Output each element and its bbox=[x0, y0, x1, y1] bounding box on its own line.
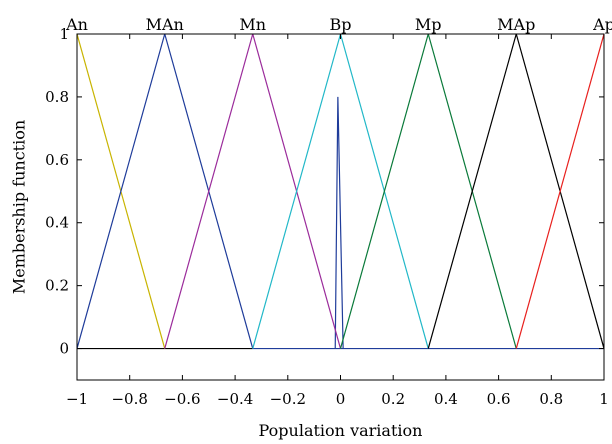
x-tick-label: −1 bbox=[66, 390, 88, 408]
y-axis-label: Membership function bbox=[10, 120, 29, 294]
x-tick-label: −0.8 bbox=[111, 390, 147, 408]
x-axis-label: Population variation bbox=[259, 421, 423, 440]
x-tick-label: 0 bbox=[336, 390, 346, 408]
y-tick-label: 0.2 bbox=[45, 277, 69, 295]
x-tick-label: 0.6 bbox=[487, 390, 511, 408]
series-labels: An MAn Mn Bp Mp MAp Ap bbox=[65, 15, 612, 34]
series-line-mp bbox=[339, 34, 517, 349]
series-line-map bbox=[427, 34, 604, 349]
series-label-mn: Mn bbox=[239, 15, 266, 34]
x-tick-label: 1 bbox=[599, 390, 609, 408]
series-label-mp: Mp bbox=[415, 15, 442, 34]
x-tick-label: 0.4 bbox=[434, 390, 458, 408]
series-label-ap: Ap bbox=[592, 15, 612, 34]
y-tick-label: 0.8 bbox=[45, 88, 69, 106]
x-tick-label: −0.4 bbox=[217, 390, 253, 408]
y-tick-label: 1 bbox=[59, 25, 69, 43]
ticks-layer: −1 −0.8 −0.6 −0.4 −0.2 0 0.2 0.4 0.6 0.8 1 0 0.2 0.4 0… bbox=[45, 25, 609, 408]
x-tick-label: 0.2 bbox=[381, 390, 405, 408]
series-line-mn bbox=[164, 34, 342, 349]
series-label-bp: Bp bbox=[330, 15, 352, 34]
series-line-bp bbox=[252, 34, 429, 349]
y-tick-label: 0.4 bbox=[45, 214, 69, 232]
x-tick-label: −0.2 bbox=[270, 390, 306, 408]
series-label-an: An bbox=[65, 15, 88, 34]
series-line-man bbox=[77, 34, 254, 349]
x-tick-label: −0.6 bbox=[164, 390, 200, 408]
y-tick-label: 0.6 bbox=[45, 151, 69, 169]
series-label-map: MAp bbox=[497, 15, 535, 34]
y-tick-label: 0 bbox=[59, 340, 69, 358]
series-line-ap bbox=[515, 34, 604, 349]
series-layer bbox=[77, 34, 604, 350]
series-label-man: MAn bbox=[146, 15, 184, 34]
x-tick-label: 0.8 bbox=[539, 390, 563, 408]
baseline-segment-0 bbox=[334, 96, 344, 349]
